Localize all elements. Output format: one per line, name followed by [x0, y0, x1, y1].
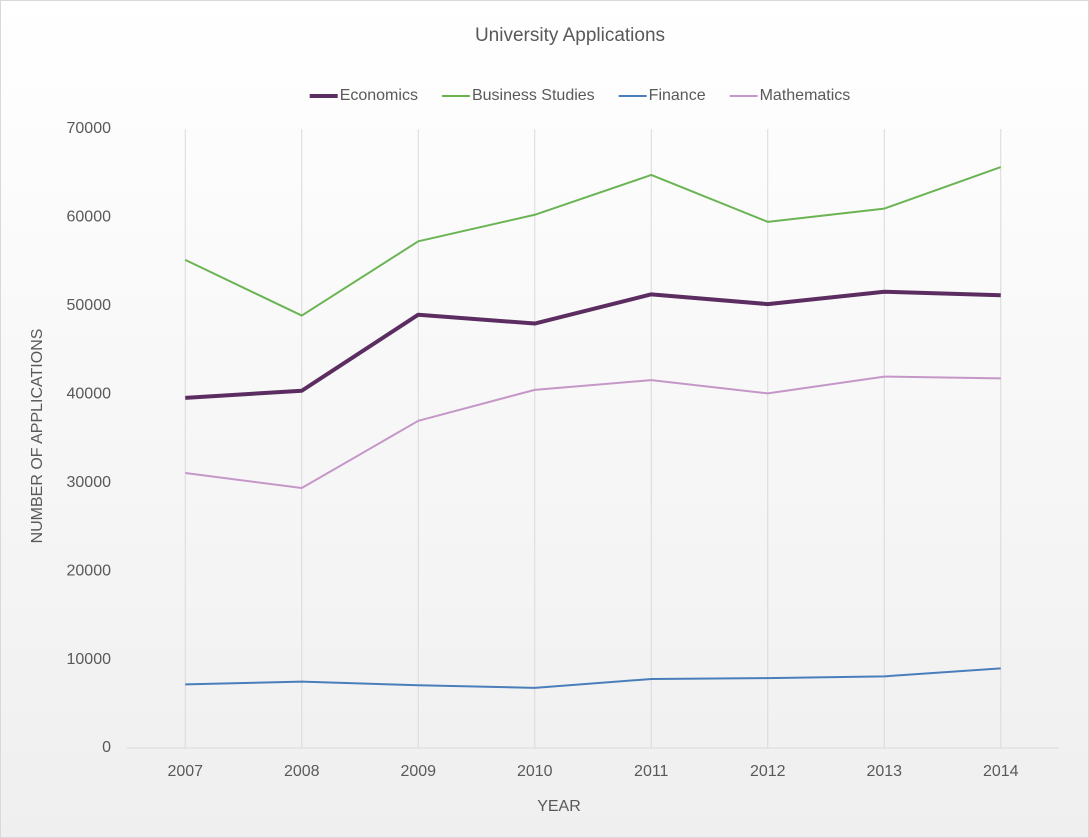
chart-title: University Applications [475, 25, 665, 46]
x-tick-label: 2009 [400, 763, 436, 780]
x-axis-label: YEAR [537, 798, 581, 815]
y-tick-label: 0 [102, 739, 111, 756]
y-tick-label: 20000 [67, 562, 112, 579]
y-tick-label: 50000 [67, 297, 112, 314]
series-line [185, 289, 1001, 400]
x-tick-label: 2013 [866, 763, 902, 780]
y-tick-label: 40000 [67, 386, 112, 403]
y-tick-label: 30000 [67, 474, 112, 491]
series-line [185, 667, 1001, 689]
x-tick-label: 2012 [750, 763, 786, 780]
x-tick-label: 2008 [284, 763, 320, 780]
x-tick-label: 2007 [167, 763, 203, 780]
series-line [184, 166, 1002, 317]
series-line [185, 375, 1001, 490]
legend-label: Economics [340, 87, 418, 104]
y-tick-label: 60000 [67, 209, 112, 226]
legend-label: Finance [649, 87, 706, 104]
y-axis-label: NUMBER OF APPLICATIONS [29, 329, 46, 544]
y-tick-label: 70000 [67, 120, 112, 137]
x-tick-label: 2014 [983, 763, 1019, 780]
legend-label: Mathematics [760, 87, 851, 104]
x-tick-label: 2011 [634, 763, 669, 780]
legend-label: Business Studies [472, 87, 595, 104]
y-tick-label: 10000 [67, 651, 112, 668]
x-tick-label: 2010 [517, 763, 553, 780]
